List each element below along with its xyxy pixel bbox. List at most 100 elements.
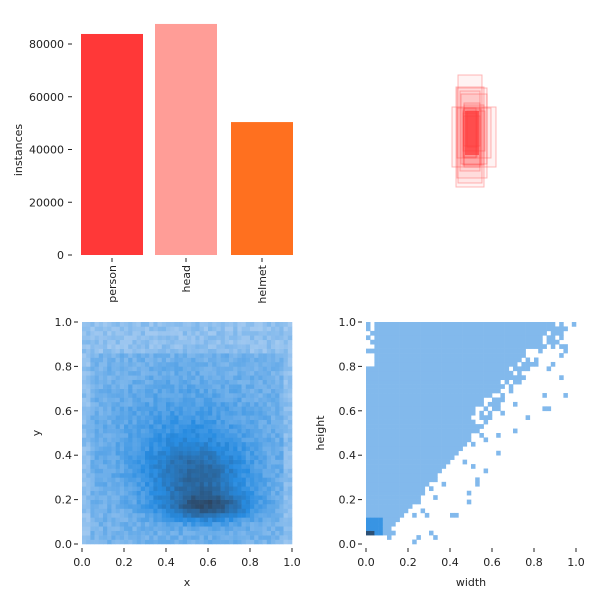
hist-cell (245, 370, 251, 376)
hist-cell (136, 512, 142, 518)
hist-cell (254, 504, 259, 509)
hist-cell (445, 357, 451, 363)
hist-cell (258, 393, 263, 398)
hist-cell (90, 397, 95, 403)
hist-cell (90, 344, 95, 349)
x-tick-label: 0.4 (441, 556, 459, 569)
hist-cell (382, 481, 388, 487)
hist-cell (374, 375, 379, 381)
hist-cell (399, 464, 405, 469)
hist-cell (483, 370, 489, 376)
hist-cell (462, 397, 468, 403)
hist-cell (166, 464, 171, 469)
hist-cell (454, 450, 459, 456)
hist-cell (382, 384, 388, 389)
hist-cell (90, 508, 95, 514)
hist-cell (275, 406, 280, 412)
hist-cell (262, 468, 268, 474)
hist-cell (492, 370, 497, 376)
hist-cell (182, 481, 188, 487)
hist-cell (111, 406, 116, 412)
hist-cell (374, 486, 379, 492)
hist-cell (445, 428, 451, 434)
hist-cell (279, 539, 284, 545)
hist-cell (504, 361, 510, 367)
hist-cell (140, 517, 146, 523)
hist-cell (107, 535, 112, 540)
hist-cell (250, 450, 255, 456)
hist-cell (233, 379, 238, 385)
hist-cell (94, 490, 100, 496)
hist-cell (399, 437, 405, 443)
hist-cell (233, 530, 238, 536)
hist-cell (254, 384, 259, 389)
hist-cell (445, 397, 451, 403)
hist-cell (279, 393, 284, 398)
xy-histogram: 0.0 0.2 0.4 0.6 0.8 1.00.00.20.40.60.81.0 (55, 316, 301, 569)
hist-cell (370, 517, 375, 523)
hist-cell (229, 517, 234, 523)
hist-cell (203, 406, 209, 412)
hist-cell (220, 393, 226, 398)
hist-cell (262, 517, 268, 523)
hist-cell (174, 357, 179, 363)
hist-cell (370, 468, 375, 474)
hist-cell (424, 326, 430, 332)
hist-cell (203, 379, 209, 385)
hist-cell (408, 450, 413, 456)
hist-cell (271, 393, 276, 398)
hist-cell (178, 322, 184, 327)
hist-cell (86, 539, 91, 545)
hist-cell (450, 357, 455, 363)
hist-cell (140, 330, 146, 336)
hist-cell (166, 339, 171, 345)
hist-cell (370, 486, 375, 492)
hist-cell (82, 344, 87, 349)
hist-cell (212, 508, 217, 514)
hist-cell (241, 504, 247, 509)
hist-cell (233, 415, 238, 420)
hist-cell (412, 410, 417, 416)
hist-cell (82, 370, 87, 376)
hist-cell (195, 339, 200, 345)
hist-cell (199, 539, 205, 545)
hist-cell (119, 361, 125, 367)
hist-cell (90, 517, 95, 523)
hist-cell (90, 481, 95, 487)
hist-cell (237, 397, 242, 403)
hist-cell (229, 406, 234, 412)
hist-cell (462, 366, 468, 372)
hist-cell (145, 499, 150, 505)
hist-cell (496, 330, 501, 336)
hist-cell (140, 433, 146, 438)
hist-cell (149, 388, 154, 394)
hist-cell (128, 512, 133, 518)
hist-cell (412, 428, 417, 434)
hist-cell (124, 517, 129, 523)
hist-cell (82, 415, 87, 420)
width-height-histogram: 0.0 0.2 0.4 0.6 0.8 1.00.00.20.40.60.81.0 (339, 316, 585, 569)
hist-cell (471, 375, 476, 381)
hist-cell (229, 468, 234, 474)
hist-cell (399, 415, 405, 420)
hist-cell (82, 455, 87, 460)
hist-cell (220, 322, 226, 327)
hist-cell (387, 526, 392, 531)
hist-cell (420, 361, 426, 367)
hist-cell (199, 530, 205, 536)
hist-cell (174, 401, 179, 407)
hist-cell (115, 406, 121, 412)
hist-cell (178, 468, 184, 474)
hist-cell (454, 428, 459, 434)
hist-cell (258, 526, 263, 531)
hist-cell (128, 419, 133, 425)
hist-cell (166, 441, 171, 447)
hist-cell (429, 441, 434, 447)
hist-cell (212, 495, 217, 500)
hist-cell (153, 490, 158, 496)
hist-cell (287, 455, 293, 460)
hist-cell (212, 401, 217, 407)
hist-cell (266, 330, 272, 336)
hist-cell (250, 326, 255, 332)
hist-cell (241, 446, 247, 452)
